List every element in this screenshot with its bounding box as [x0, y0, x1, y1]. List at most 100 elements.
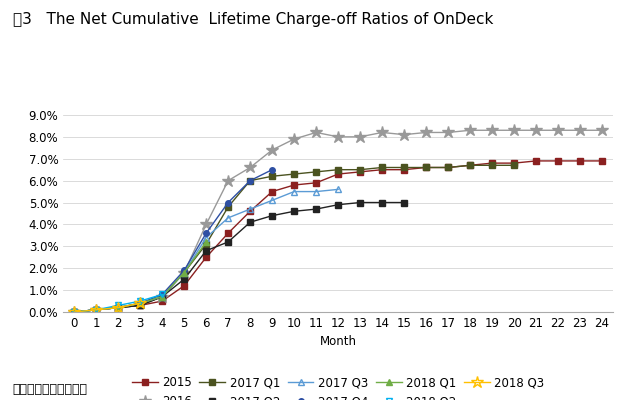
2016	[599, 128, 606, 133]
2017 Q3	[202, 235, 210, 240]
2017 Q4	[159, 292, 166, 297]
2017 Q4	[246, 178, 254, 183]
2016	[554, 128, 562, 133]
2015	[202, 255, 210, 260]
2017 Q3	[180, 270, 188, 275]
2015	[466, 163, 474, 168]
2017 Q1	[422, 165, 430, 170]
2015	[444, 165, 452, 170]
2017 Q4	[114, 305, 122, 310]
2017 Q1	[202, 242, 210, 246]
2018 Q1	[159, 294, 166, 299]
2017 Q1	[334, 167, 342, 172]
2017 Q1	[246, 178, 254, 183]
2017 Q1	[180, 270, 188, 275]
2017 Q3	[312, 189, 320, 194]
2015	[137, 303, 144, 308]
Line: 2016: 2016	[68, 124, 608, 318]
2017 Q1	[70, 310, 78, 314]
Line: 2017 Q4: 2017 Q4	[71, 167, 275, 315]
2018 Q1	[92, 308, 100, 312]
2015	[180, 283, 188, 288]
2015	[510, 161, 518, 166]
2016	[159, 294, 166, 299]
2016	[379, 130, 386, 135]
2015	[356, 170, 364, 174]
2017 Q2	[92, 308, 100, 312]
2017 Q3	[159, 294, 166, 299]
2018 Q2	[159, 292, 166, 297]
2017 Q2	[290, 209, 298, 214]
2017 Q4	[137, 301, 144, 306]
2017 Q2	[312, 207, 320, 212]
Line: 2018 Q3: 2018 Q3	[68, 297, 147, 318]
2015	[599, 158, 606, 163]
2016	[114, 305, 122, 310]
2016	[334, 134, 342, 139]
2016	[202, 222, 210, 227]
2017 Q4	[202, 231, 210, 236]
2017 Q3	[70, 310, 78, 314]
2016	[246, 165, 254, 170]
2017 Q1	[137, 303, 144, 308]
2017 Q4	[70, 310, 78, 314]
2016	[269, 148, 276, 152]
Text: 资料来源：麻袋研究院: 资料来源：麻袋研究院	[13, 383, 88, 396]
2016	[290, 137, 298, 142]
Line: 2018 Q2: 2018 Q2	[71, 291, 166, 316]
Text: 图3   The Net Cumulative  Lifetime Charge-off Ratios of OnDeck: 图3 The Net Cumulative Lifetime Charge-of…	[13, 12, 493, 27]
2015	[312, 180, 320, 185]
2018 Q3	[137, 301, 144, 306]
2017 Q2	[379, 200, 386, 205]
2017 Q1	[444, 165, 452, 170]
Line: 2017 Q3: 2017 Q3	[71, 186, 341, 316]
2017 Q4	[92, 308, 100, 312]
2018 Q3	[92, 308, 100, 312]
2017 Q4	[224, 200, 232, 205]
2018 Q2	[70, 310, 78, 314]
2015	[269, 189, 276, 194]
2017 Q3	[114, 305, 122, 310]
2017 Q1	[224, 204, 232, 209]
2018 Q1	[137, 301, 144, 306]
2016	[137, 301, 144, 306]
2016	[422, 130, 430, 135]
2017 Q2	[246, 220, 254, 225]
Line: 2015: 2015	[71, 158, 605, 315]
2017 Q1	[400, 165, 408, 170]
2016	[466, 128, 474, 133]
2017 Q1	[269, 174, 276, 179]
2017 Q3	[224, 216, 232, 220]
2015	[114, 305, 122, 310]
2015	[400, 167, 408, 172]
2015	[489, 161, 496, 166]
2017 Q1	[356, 167, 364, 172]
2017 Q1	[290, 172, 298, 176]
2017 Q1	[510, 163, 518, 168]
2018 Q1	[114, 305, 122, 310]
X-axis label: Month: Month	[320, 336, 356, 348]
Line: 2017 Q1: 2017 Q1	[71, 162, 517, 315]
2018 Q1	[202, 240, 210, 244]
2015	[159, 299, 166, 304]
2018 Q3	[70, 310, 78, 314]
2015	[576, 158, 584, 163]
2015	[92, 308, 100, 312]
2016	[444, 130, 452, 135]
2015	[290, 183, 298, 188]
2015	[246, 209, 254, 214]
2016	[532, 128, 540, 133]
2015	[334, 172, 342, 176]
2017 Q1	[466, 163, 474, 168]
2016	[312, 130, 320, 135]
2017 Q3	[269, 198, 276, 203]
2018 Q2	[92, 308, 100, 312]
2017 Q1	[92, 308, 100, 312]
2016	[510, 128, 518, 133]
2017 Q2	[400, 200, 408, 205]
2016	[400, 132, 408, 137]
2017 Q2	[180, 277, 188, 282]
2017 Q2	[269, 213, 276, 218]
2017 Q2	[114, 305, 122, 310]
2018 Q1	[180, 270, 188, 275]
